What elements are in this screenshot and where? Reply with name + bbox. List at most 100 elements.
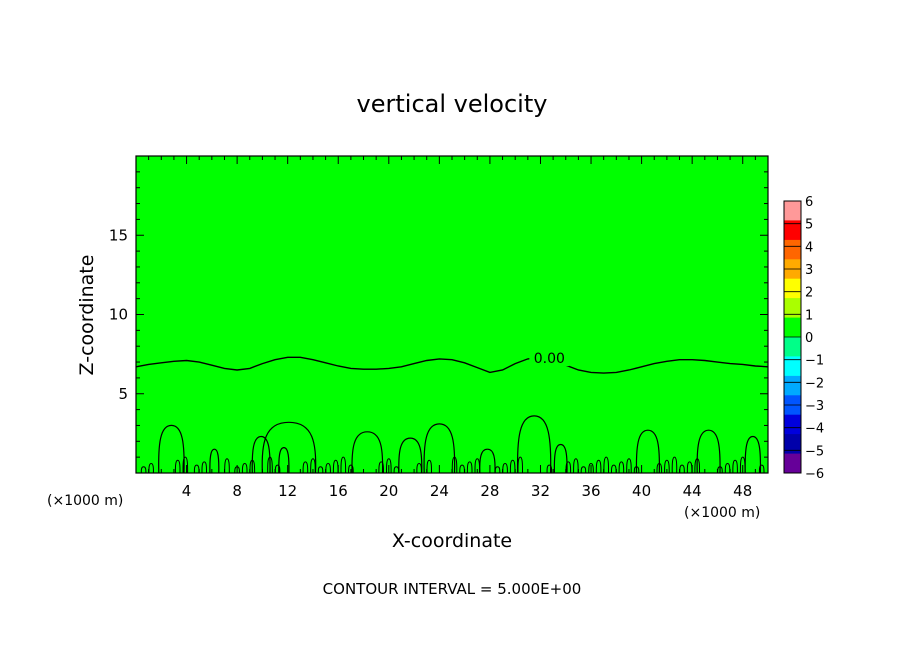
- colorbar-segment: [784, 337, 801, 357]
- x-tick-label: 12: [278, 482, 297, 500]
- y-axis-ticks: 5 10 15: [109, 171, 768, 458]
- small-plume-contour: [758, 464, 765, 474]
- colorbar-segment: [784, 201, 801, 221]
- plot-area: 0.00: [135, 155, 769, 474]
- small-plume-contour: [224, 458, 230, 474]
- small-plume-contour: [426, 459, 433, 474]
- colorbar-label: 5: [805, 218, 813, 233]
- x-tick-label: 8: [232, 482, 242, 500]
- x-axis-label: X-coordinate: [392, 530, 512, 552]
- small-plume-contour: [317, 466, 324, 474]
- colorbar-segment: [784, 375, 801, 396]
- small-plume-contour: [466, 461, 473, 474]
- x-tick-label: 20: [379, 482, 398, 500]
- small-plume-contour: [451, 456, 458, 474]
- colorbar-label: −2: [805, 376, 824, 391]
- plot-fill: [136, 156, 768, 473]
- y-tick-label: 10: [109, 306, 128, 324]
- small-plume-contour: [656, 462, 663, 474]
- small-plume-contour: [664, 459, 670, 474]
- small-plume-contour: [241, 462, 248, 474]
- zero-contour-line: [135, 356, 769, 374]
- colorbar-segment: [784, 220, 801, 241]
- plume-contour: [261, 421, 317, 474]
- x-unit-left: (×1000 m): [47, 493, 123, 509]
- small-plume-contour: [340, 456, 347, 474]
- small-plume-contour: [671, 456, 678, 474]
- small-plume-contour: [310, 458, 316, 474]
- colorbar-segment: [784, 298, 801, 318]
- colorbar-label: −6: [805, 467, 824, 482]
- small-plume-contour: [494, 466, 501, 474]
- small-plume-contour: [509, 459, 516, 474]
- plume-contour: [553, 443, 568, 474]
- chart-title: vertical velocity: [357, 90, 548, 118]
- small-plume-contour: [603, 456, 610, 474]
- small-plume-contour: [174, 459, 181, 474]
- plume-contour: [278, 446, 290, 474]
- small-plume-contour: [739, 456, 746, 474]
- plume-contour: [351, 431, 384, 474]
- contour-label-bg: [529, 350, 570, 367]
- small-plume-contour: [378, 461, 385, 474]
- colorbar-segment: [784, 356, 801, 377]
- x-tick-label: 36: [581, 482, 600, 500]
- small-plume-contour: [267, 456, 273, 474]
- colorbar-label: 1: [805, 308, 813, 323]
- plume-contour: [423, 423, 456, 474]
- x-tick-label: 16: [329, 482, 348, 500]
- colorbar-label: 6: [805, 195, 813, 210]
- plume-contour: [635, 429, 661, 474]
- colorbar-label: 0: [805, 331, 813, 346]
- y-tick-label: 5: [118, 385, 128, 403]
- colorbar-label: −1: [805, 354, 824, 369]
- small-plume-contour: [249, 459, 256, 474]
- small-plume-contour: [385, 458, 392, 474]
- small-plume-contour: [573, 458, 579, 474]
- x-tick-label: 4: [182, 482, 192, 500]
- colorbar-label: −5: [805, 444, 824, 459]
- small-plume-contour: [546, 464, 553, 474]
- colorbar-segment: [784, 278, 801, 299]
- x-tick-label: 40: [632, 482, 651, 500]
- small-plume-contour: [588, 462, 594, 474]
- plume-contour: [744, 435, 762, 474]
- x-tick-label: 44: [683, 482, 702, 500]
- small-plume-contour: [182, 456, 189, 474]
- plume-contour: [209, 448, 220, 474]
- small-plume-contour: [618, 461, 625, 474]
- small-plume-contour: [580, 466, 587, 474]
- small-plume-contour: [348, 464, 354, 474]
- x-tick-label: 32: [531, 482, 550, 500]
- y-tick-label: 15: [109, 226, 128, 244]
- colorbar-segment: [784, 414, 801, 435]
- small-plume-contour: [565, 461, 572, 474]
- x-tick-label: 48: [733, 482, 752, 500]
- plume-contour: [251, 435, 271, 474]
- colorbar-segment: [784, 434, 801, 454]
- colorbar-label: −3: [805, 399, 824, 414]
- contour-label: 0.00: [534, 351, 565, 367]
- colorbar-segment: [784, 453, 801, 474]
- colorbar: 6 5 4 3 2 1 0 −1 −2 −3 −4 −5 −6: [783, 195, 824, 482]
- small-plume-contour: [325, 462, 331, 474]
- small-plume-contour: [474, 458, 481, 474]
- plume-contour: [398, 437, 423, 474]
- plume-contour: [516, 415, 552, 474]
- small-plume-contour: [724, 462, 731, 474]
- colorbar-label: 4: [805, 240, 813, 255]
- small-plume-contour: [502, 462, 508, 474]
- colorbar-segment: [784, 239, 801, 260]
- colorbar-segment: [784, 317, 801, 338]
- x-unit-right: (×1000 m): [684, 505, 760, 521]
- colorbar-label: 2: [805, 286, 813, 301]
- small-plume-contour: [302, 461, 309, 474]
- small-plume-contour: [595, 459, 602, 474]
- small-plume-contour: [732, 459, 738, 474]
- x-axis-ticks: 4 8 12 16 20 24 28 32 36 40 44 48: [148, 156, 756, 500]
- small-plume-contour: [517, 456, 524, 474]
- plume-contour: [158, 424, 185, 474]
- small-plume-contour: [416, 462, 422, 474]
- colorbar-label: 3: [805, 263, 813, 278]
